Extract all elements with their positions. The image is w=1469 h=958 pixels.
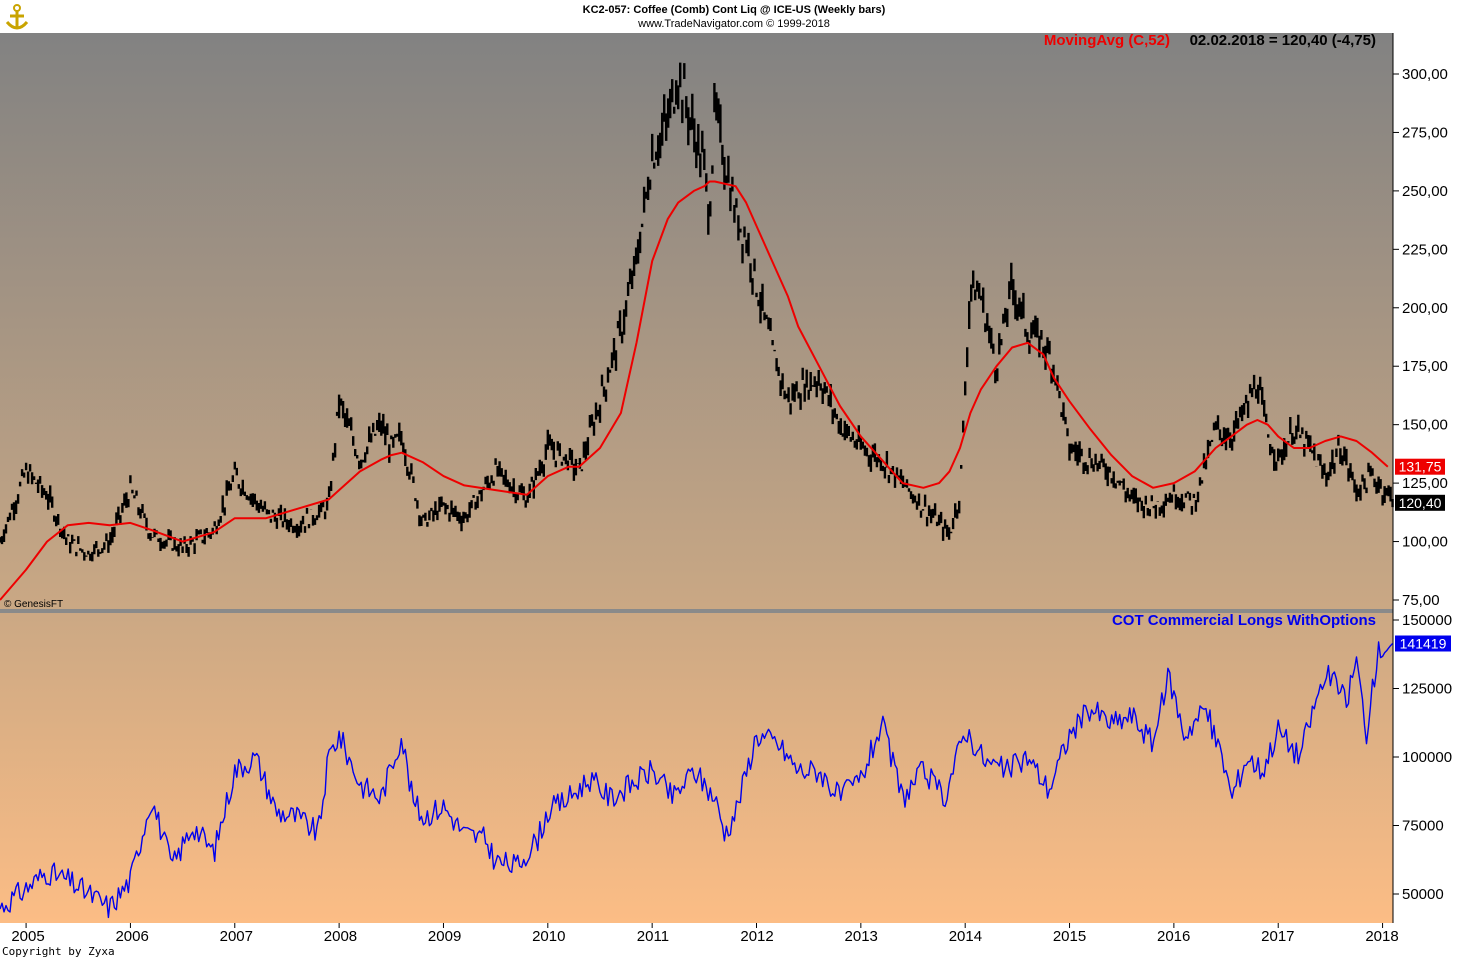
cot-tick-label: 100000 [1402, 749, 1452, 766]
year-label: 2014 [949, 928, 982, 945]
price-tick-label: 100,00 [1402, 534, 1448, 551]
year-label: 2005 [11, 928, 44, 945]
cot-line [0, 641, 1394, 919]
ma-legend-label: MovingAvg (C,52) [1044, 32, 1170, 49]
chart-title: KC2-057: Coffee (Comb) Cont Liq @ ICE-US… [583, 4, 886, 16]
year-label: 2015 [1053, 928, 1086, 945]
year-label: 2009 [428, 928, 461, 945]
anchor-logo-icon [5, 4, 29, 30]
ma-last-badge: 131,75 [1395, 458, 1445, 475]
year-label: 2010 [532, 928, 565, 945]
genesis-source: © GenesisFT [4, 599, 63, 610]
moving-average-line [0, 180, 1389, 601]
cot-last-value: 141419 [1400, 636, 1447, 652]
pane-separator [0, 609, 1393, 613]
price-tick-label: 200,00 [1402, 300, 1448, 317]
cot-tick-label: 125000 [1402, 681, 1452, 698]
price-tick-label: 125,00 [1402, 475, 1448, 492]
ma-legend-value: 02.02.2018 = 120,40 (-4,75) [1190, 32, 1376, 49]
price-pane [0, 62, 1394, 601]
x-axis: 2005 2006 2007 2008 2009 2010 2011 2012 2013 2014… [11, 923, 1399, 945]
year-label: 2013 [845, 928, 878, 945]
year-label: 2012 [740, 928, 773, 945]
cot-tick-label: 50000 [1402, 886, 1444, 903]
cot-last-badge: 141419 [1395, 635, 1451, 652]
year-label: 2006 [115, 928, 148, 945]
year-label: 2018 [1365, 928, 1398, 945]
chart-subtitle: www.TradeNavigator.com © 1999-2018 [637, 18, 830, 30]
price-tick-label: 75,00 [1402, 592, 1440, 609]
price-tick-label: 300,00 [1402, 66, 1448, 83]
cot-tick-label: 75000 [1402, 818, 1444, 835]
right-axis-area [1393, 33, 1469, 923]
copyright-credit: Copyright by Zyxa [2, 945, 115, 958]
cot-y-axis: 150000 125000 100000 75000 50000 [1393, 612, 1452, 903]
header-area [0, 0, 1469, 33]
price-y-axis: 300,00 275,00 250,00 225,00 200,00 175,00 150,… [1393, 66, 1448, 609]
year-label: 2011 [637, 928, 669, 945]
price-last-value: 120,40 [1399, 495, 1442, 511]
year-label: 2007 [220, 928, 253, 945]
price-tick-label: 275,00 [1402, 124, 1448, 141]
ma-last-value: 131,75 [1399, 459, 1442, 475]
price-tick-label: 175,00 [1402, 358, 1448, 375]
price-tick-label: 150,00 [1402, 417, 1448, 434]
price-tick-label: 225,00 [1402, 241, 1448, 258]
price-bars [0, 62, 1394, 562]
price-last-badge: 120,40 [1395, 494, 1445, 511]
year-label: 2016 [1157, 928, 1190, 945]
cot-tick-label: 150000 [1402, 612, 1452, 629]
year-label: 2017 [1261, 928, 1294, 945]
bottom-axis-area [0, 923, 1469, 958]
year-label: 2008 [324, 928, 357, 945]
cot-legend-label: COT Commercial Longs WithOptions [1112, 612, 1376, 629]
cot-pane [0, 641, 1394, 919]
price-tick-label: 250,00 [1402, 183, 1448, 200]
